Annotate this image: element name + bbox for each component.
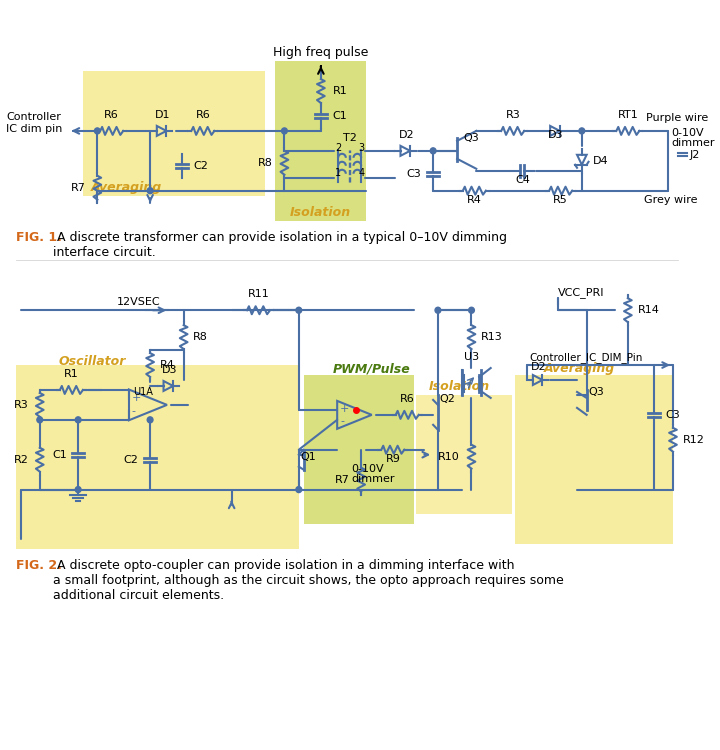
Text: +: + — [340, 404, 349, 414]
FancyBboxPatch shape — [515, 375, 673, 544]
Text: R6: R6 — [400, 394, 415, 404]
Text: Controller_IC_DIM_Pin: Controller_IC_DIM_Pin — [529, 352, 642, 363]
Text: +: + — [132, 393, 141, 404]
Text: R4: R4 — [467, 195, 482, 205]
Text: C4: C4 — [515, 175, 530, 184]
Circle shape — [76, 417, 81, 423]
Text: R9: R9 — [385, 454, 400, 464]
Text: C1: C1 — [333, 111, 347, 121]
Text: Isolation: Isolation — [428, 380, 490, 393]
Text: R13: R13 — [481, 332, 503, 342]
Text: Q3: Q3 — [588, 387, 604, 397]
Text: R11: R11 — [248, 290, 269, 299]
Text: D4: D4 — [593, 156, 609, 166]
Text: D1: D1 — [155, 110, 171, 120]
Text: C2: C2 — [124, 454, 138, 465]
Text: 2: 2 — [336, 142, 341, 153]
Text: 0-10V: 0-10V — [671, 128, 703, 138]
FancyBboxPatch shape — [416, 395, 512, 514]
Circle shape — [296, 487, 302, 493]
Text: Averaging: Averaging — [91, 181, 162, 194]
Text: R8: R8 — [193, 332, 208, 342]
Text: D3: D3 — [161, 365, 177, 375]
Text: -: - — [340, 416, 344, 426]
Text: PWM/Pulse: PWM/Pulse — [333, 362, 410, 375]
Text: R2: R2 — [14, 454, 28, 465]
Text: R3: R3 — [505, 110, 520, 120]
Text: -: - — [132, 406, 136, 416]
Text: R4: R4 — [160, 360, 174, 370]
Text: Controller
IC dim pin: Controller IC dim pin — [6, 112, 63, 134]
Text: U1A: U1A — [133, 387, 153, 397]
Text: A discrete opto-coupler can provide isolation in a dimming interface with
a smal: A discrete opto-coupler can provide isol… — [53, 560, 564, 602]
Text: D2: D2 — [531, 362, 546, 372]
Text: Q2: Q2 — [440, 394, 456, 404]
Text: dimmer: dimmer — [671, 138, 714, 148]
Text: Averaging: Averaging — [544, 362, 615, 375]
Text: 12VSEC: 12VSEC — [117, 297, 160, 307]
Text: R10: R10 — [438, 452, 460, 462]
Text: R14: R14 — [637, 305, 660, 315]
Circle shape — [94, 128, 100, 134]
Text: 1: 1 — [336, 168, 341, 178]
Text: RT1: RT1 — [618, 110, 638, 120]
Text: J2: J2 — [689, 150, 700, 160]
Text: Purple wire: Purple wire — [646, 113, 708, 123]
Text: R6: R6 — [104, 110, 119, 120]
Circle shape — [76, 487, 81, 493]
Text: 3: 3 — [359, 142, 364, 153]
Text: Oscillator: Oscillator — [59, 355, 126, 368]
Circle shape — [296, 308, 302, 314]
Circle shape — [469, 308, 474, 314]
Text: Isolation: Isolation — [289, 206, 351, 218]
Circle shape — [147, 188, 153, 194]
FancyBboxPatch shape — [83, 71, 265, 196]
Text: dimmer: dimmer — [351, 473, 395, 484]
Text: R1: R1 — [64, 369, 78, 379]
Text: C3: C3 — [665, 410, 680, 420]
Text: C1: C1 — [52, 450, 67, 460]
Circle shape — [37, 417, 42, 423]
Text: Grey wire: Grey wire — [644, 195, 698, 205]
Text: R12: R12 — [683, 435, 704, 445]
Text: C3: C3 — [406, 169, 420, 178]
Text: Q3: Q3 — [464, 133, 480, 142]
Circle shape — [282, 128, 287, 134]
Text: R5: R5 — [554, 195, 568, 205]
Text: FIG. 2.: FIG. 2. — [16, 560, 62, 572]
FancyBboxPatch shape — [16, 365, 299, 549]
Text: 0-10V: 0-10V — [351, 464, 384, 474]
Text: R7: R7 — [335, 475, 350, 484]
Text: D3: D3 — [548, 130, 564, 140]
Text: A discrete transformer can provide isolation in a typical 0–10V dimming
interfac: A discrete transformer can provide isola… — [53, 230, 507, 259]
Text: FIG. 1.: FIG. 1. — [16, 230, 62, 244]
FancyBboxPatch shape — [304, 375, 414, 524]
Text: High freq pulse: High freq pulse — [273, 46, 369, 59]
Text: Q1: Q1 — [300, 452, 316, 462]
Circle shape — [147, 417, 153, 423]
Text: R3: R3 — [14, 400, 28, 410]
Circle shape — [435, 308, 441, 314]
FancyBboxPatch shape — [275, 62, 366, 220]
Text: T2: T2 — [343, 133, 356, 142]
Circle shape — [431, 148, 436, 154]
Text: VCC_PRI: VCC_PRI — [558, 287, 604, 298]
Text: R8: R8 — [258, 158, 273, 168]
Text: R6: R6 — [196, 110, 210, 120]
Text: R1: R1 — [333, 86, 347, 96]
Circle shape — [579, 128, 585, 134]
Text: R7: R7 — [71, 183, 86, 193]
Text: 4: 4 — [359, 168, 364, 178]
Text: U3: U3 — [464, 352, 479, 362]
Text: D2: D2 — [398, 130, 414, 140]
Text: C2: C2 — [193, 160, 208, 171]
